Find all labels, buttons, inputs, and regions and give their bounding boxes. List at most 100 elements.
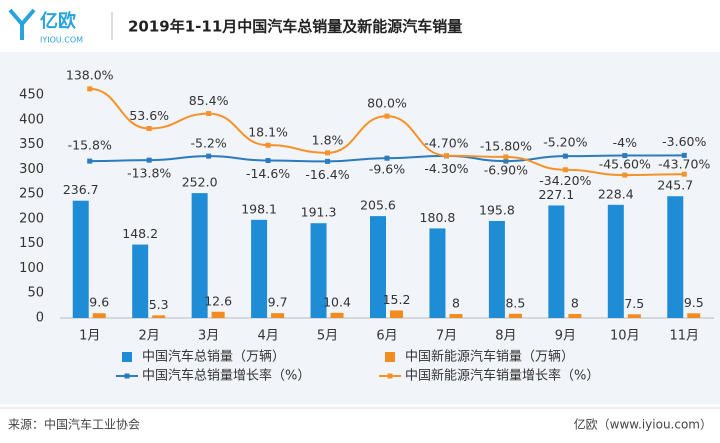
data-label: -9.6% <box>369 162 405 177</box>
data-label: 9.6 <box>89 295 109 310</box>
marker <box>562 153 568 159</box>
logo-sub: IYIOU.COM <box>40 36 83 45</box>
data-label: -16.4% <box>305 167 349 182</box>
bar <box>211 311 225 318</box>
x-tick-label: 5月 <box>317 329 338 344</box>
data-label: -45.60% <box>599 157 651 172</box>
marker <box>265 142 271 148</box>
data-label: 7.5 <box>624 296 644 311</box>
site: 亿欧（www.iyiou.com） <box>574 417 712 432</box>
data-label: 245.7 <box>657 178 693 193</box>
bar <box>191 193 208 318</box>
bar <box>330 312 344 318</box>
data-label: 195.8 <box>479 202 515 217</box>
bar <box>310 223 327 318</box>
x-tick-label: 11月 <box>669 329 699 344</box>
marker <box>503 154 509 160</box>
legend-label: 中国汽车总销量增长率（%） <box>142 368 310 384</box>
x-tick-label: 8月 <box>495 329 516 344</box>
data-label: 148.2 <box>122 226 158 241</box>
data-label: 15.2 <box>383 292 411 307</box>
data-label: 236.7 <box>63 182 99 197</box>
marker <box>622 172 628 178</box>
bar <box>132 244 149 318</box>
data-label: -6.90% <box>484 162 528 177</box>
line <box>89 87 685 177</box>
legend-label: 中国新能源汽车销量增长率（%） <box>405 368 599 384</box>
bar <box>667 196 684 318</box>
marker <box>146 126 152 132</box>
marker <box>265 158 271 164</box>
y-tick-label: 100 <box>19 261 44 276</box>
bar <box>271 313 285 318</box>
data-label: 191.3 <box>301 205 337 220</box>
bar <box>92 313 106 318</box>
legend-swatch <box>122 352 132 362</box>
data-label: 180.8 <box>420 210 456 225</box>
x-tick-label: 4月 <box>257 329 278 344</box>
bar <box>251 219 268 318</box>
bar <box>548 205 565 318</box>
bar <box>429 228 446 318</box>
y-tick-label: 50 <box>27 286 44 301</box>
y-tick-label: 350 <box>19 137 44 152</box>
chart-title: 2019年1-11月中国汽车总销量及新能源汽车销量 <box>128 18 462 36</box>
bar <box>72 200 89 318</box>
data-label: 8 <box>452 296 460 311</box>
marker <box>206 153 212 159</box>
bar <box>370 216 386 318</box>
data-label: 85.4% <box>189 93 229 108</box>
legend-swatch <box>385 352 395 362</box>
marker <box>622 153 628 159</box>
y-tick-label: 0 <box>36 311 44 326</box>
data-label: -15.8% <box>68 138 112 153</box>
data-label: -4.30% <box>424 161 468 176</box>
data-label: -3.60% <box>662 134 706 149</box>
data-label: 1.8% <box>312 132 344 147</box>
marker <box>681 171 687 177</box>
data-label: 227.1 <box>538 187 574 202</box>
data-label: 5.3 <box>149 297 169 312</box>
data-label: -5.20% <box>543 135 587 150</box>
bar <box>488 220 505 318</box>
data-label: 53.6% <box>129 108 169 123</box>
x-tick-label: 3月 <box>198 329 219 344</box>
data-label: -15.80% <box>480 139 532 154</box>
marker <box>325 158 331 164</box>
y-tick-label: 200 <box>19 211 44 226</box>
bar <box>687 313 701 318</box>
data-label: 18.1% <box>248 125 288 140</box>
y-tick-label: 250 <box>19 187 44 202</box>
legend-label: 中国汽车总销量（万辆） <box>142 349 285 365</box>
x-tick-label: 7月 <box>436 329 457 344</box>
data-label: 205.6 <box>360 198 396 213</box>
data-label: -5.2% <box>190 136 226 151</box>
marker <box>681 152 687 158</box>
data-label: 80.0% <box>367 96 407 111</box>
marker <box>384 113 390 119</box>
data-label: -13.8% <box>127 166 171 181</box>
data-label: 198.1 <box>241 201 277 216</box>
source: 来源：中国汽车工业协会 <box>8 417 140 432</box>
x-tick-label: 10月 <box>610 329 640 344</box>
legend-marker <box>124 373 130 379</box>
data-label: -4% <box>613 135 637 150</box>
bar <box>568 314 582 318</box>
marker <box>503 158 509 164</box>
data-label: 9.5 <box>684 295 704 310</box>
logo-icon <box>8 8 36 40</box>
y-tick-label: 400 <box>19 112 44 127</box>
data-label: 138.0% <box>66 67 114 82</box>
y-tick-label: 450 <box>19 88 44 103</box>
data-label: 228.4 <box>598 186 634 201</box>
legend-label: 中国新能源汽车销量（万辆） <box>405 349 574 365</box>
bar <box>508 313 522 318</box>
marker <box>146 157 152 163</box>
bar <box>607 204 624 318</box>
data-label: 9.7 <box>268 295 288 310</box>
data-label: 252.0 <box>182 175 218 190</box>
marker <box>562 167 568 173</box>
marker <box>87 86 93 92</box>
data-label: -4.70% <box>424 135 468 150</box>
